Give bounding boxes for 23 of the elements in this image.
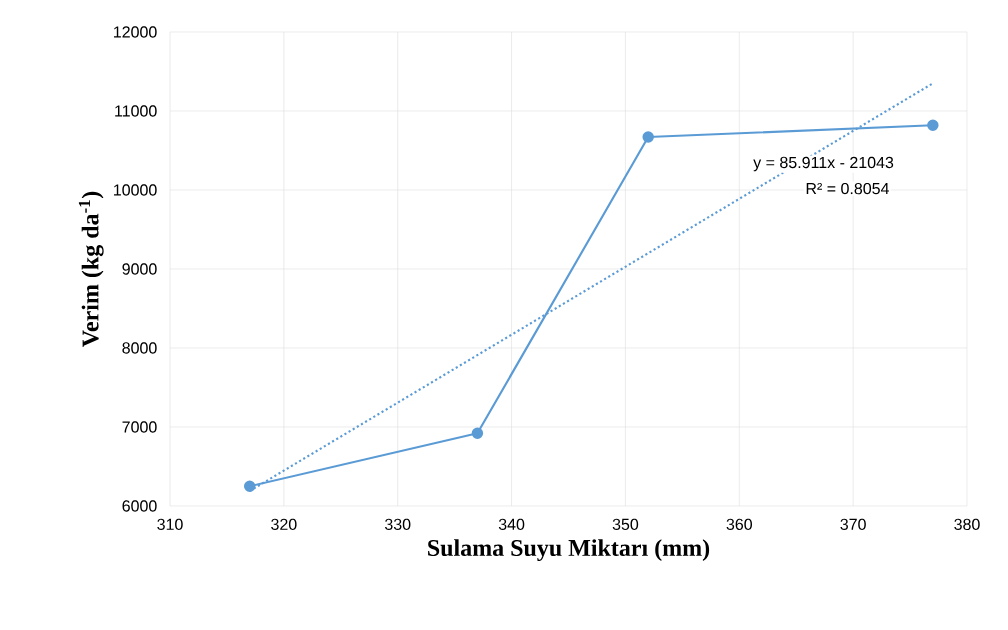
y-tick-label: 11000 [115, 105, 157, 117]
x-tick-label: 340 [498, 518, 525, 531]
point [243, 480, 256, 492]
x-tick-label: 380 [954, 518, 980, 531]
y-tick-label: 8000 [122, 342, 157, 354]
y-tick-label: 7000 [122, 421, 157, 433]
x-axis-title: Sulama Suyu Miktarı (mm) [428, 539, 710, 562]
y-axis-title: Verim (kg da$^{-1}$) [78, 191, 104, 347]
y-tick-label: 6000 [122, 500, 157, 512]
y-tick-label: 10000 [114, 184, 157, 196]
annotation: R² = 0.8054 [806, 182, 889, 195]
x-tick-label: 320 [271, 518, 297, 531]
x-tick-label: 330 [384, 518, 411, 531]
point [642, 131, 654, 143]
y-tick-label: 12000 [114, 26, 157, 38]
x-tick-label: 350 [612, 518, 639, 531]
x-tick-label: 310 [157, 518, 183, 531]
y-tick-label: 9000 [122, 263, 157, 275]
x-tick-label: 370 [840, 518, 866, 531]
point [927, 119, 939, 131]
x-tick-label: 360 [726, 518, 753, 531]
annotation: y = 85.911x - 21043 [753, 156, 894, 172]
point [471, 427, 484, 440]
